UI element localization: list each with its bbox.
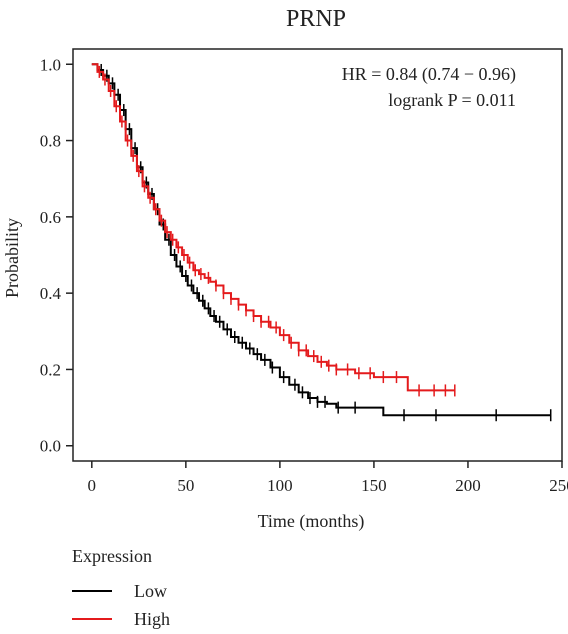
x-tick-label: 150 <box>361 476 387 495</box>
legend-title: Expression <box>72 546 152 566</box>
chart-title: PRNP <box>286 6 346 32</box>
plot-frame <box>72 48 563 462</box>
legend: Expression Low High <box>72 546 170 633</box>
y-tick-label: 0.8 <box>40 132 61 151</box>
legend-label-low: Low <box>134 580 167 601</box>
x-tick-label: 250 <box>549 476 568 495</box>
x-axis-label: Time (months) <box>258 511 365 532</box>
legend-item-high: High <box>72 605 170 633</box>
series-line-low <box>91 63 551 417</box>
legend-item-low: Low <box>72 577 170 605</box>
logrank-annotation: logrank P = 0.011 <box>388 90 516 110</box>
x-tick-label: 50 <box>177 476 194 495</box>
x-tick-label: 200 <box>455 476 481 495</box>
x-tick-label: 100 <box>267 476 293 495</box>
y-tick-label: 0.2 <box>40 360 61 379</box>
x-axis-ticks: 0 50 100 150 200 250 <box>88 461 568 495</box>
legend-label-high: High <box>134 608 170 629</box>
x-tick-label: 0 <box>88 476 97 495</box>
y-tick-label: 0.4 <box>40 284 62 303</box>
legend-swatch-high <box>72 618 112 620</box>
y-tick-label: 0.6 <box>40 208 61 227</box>
survival-curves <box>91 63 552 422</box>
y-tick-label: 0.0 <box>40 437 61 456</box>
series-line-high <box>91 63 455 392</box>
y-tick-label: 1.0 <box>40 55 61 74</box>
hr-annotation: HR = 0.84 (0.74 − 0.96) <box>342 64 516 85</box>
legend-swatch-low <box>72 590 112 592</box>
y-axis-ticks: 0.0 0.2 0.4 0.6 0.8 1.0 <box>40 55 73 456</box>
y-axis-label: Probability <box>2 218 22 298</box>
